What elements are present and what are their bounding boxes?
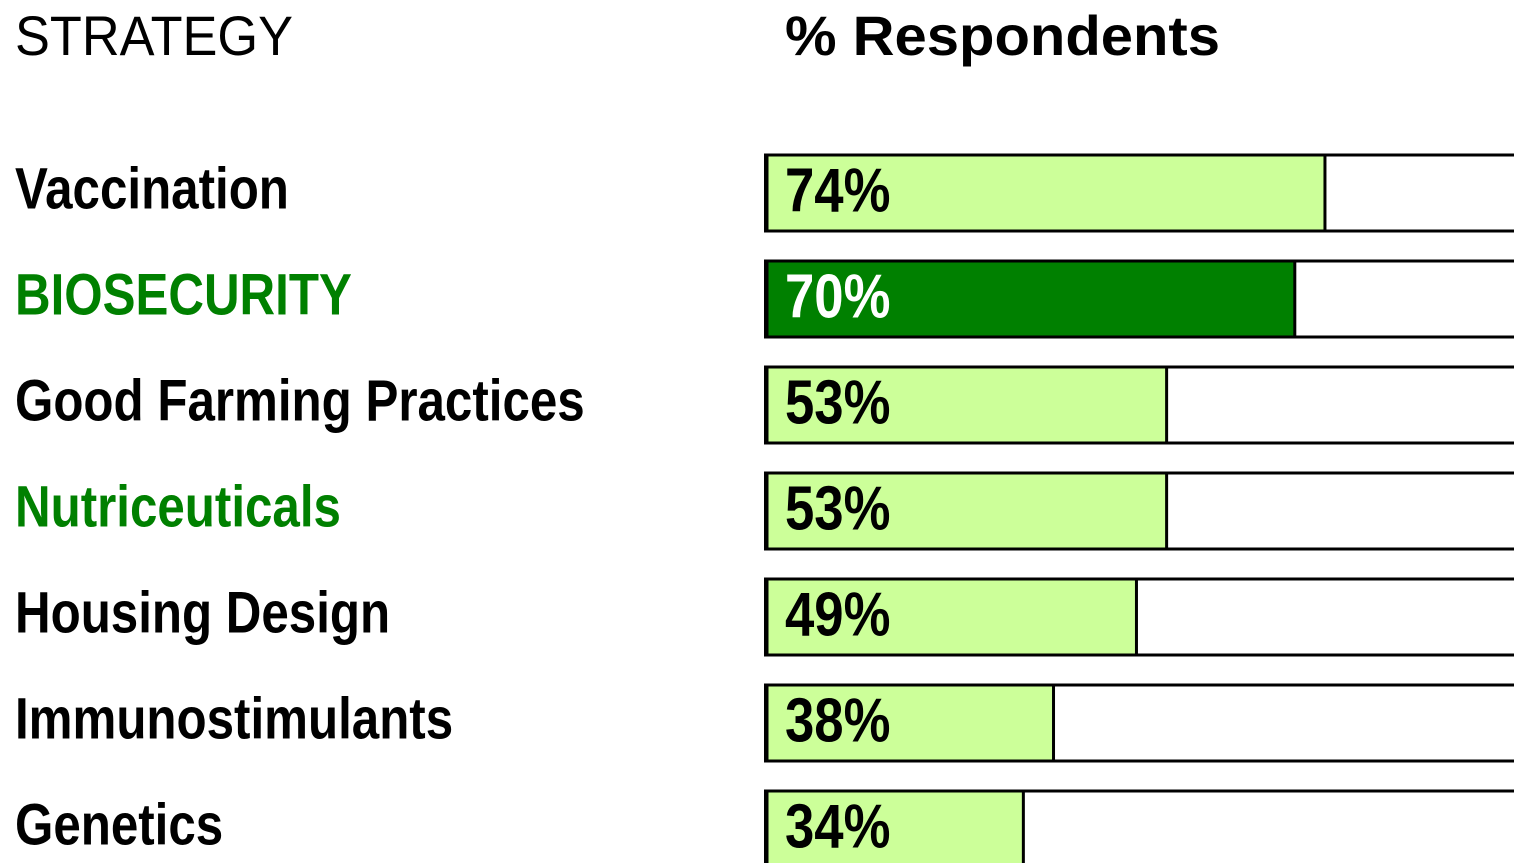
value-label: 74% (785, 156, 890, 225)
value-header: % Respondents (785, 4, 1220, 67)
value-label: 38% (785, 686, 890, 755)
bar (765, 365, 1169, 445)
category-label: Housing Design (15, 581, 390, 646)
bar (765, 259, 1297, 339)
category-label: Nutriceuticals (15, 475, 341, 540)
bar (765, 789, 1025, 863)
value-label: 53% (785, 368, 890, 437)
bar (765, 577, 1138, 657)
category-label: Good Farming Practices (15, 369, 585, 434)
value-label: 49% (785, 580, 890, 649)
value-label: 53% (785, 474, 890, 543)
value-label: 34% (785, 792, 890, 861)
category-label: Vaccination (15, 157, 289, 222)
category-label: Immunostimulants (15, 687, 453, 752)
category-label: BIOSECURITY (15, 263, 352, 328)
bar (765, 683, 1056, 763)
value-label: 70% (785, 262, 890, 331)
category-label: Genetics (15, 793, 223, 858)
bar (765, 471, 1169, 551)
bar (765, 153, 1327, 233)
category-header: STRATEGY (15, 4, 293, 67)
